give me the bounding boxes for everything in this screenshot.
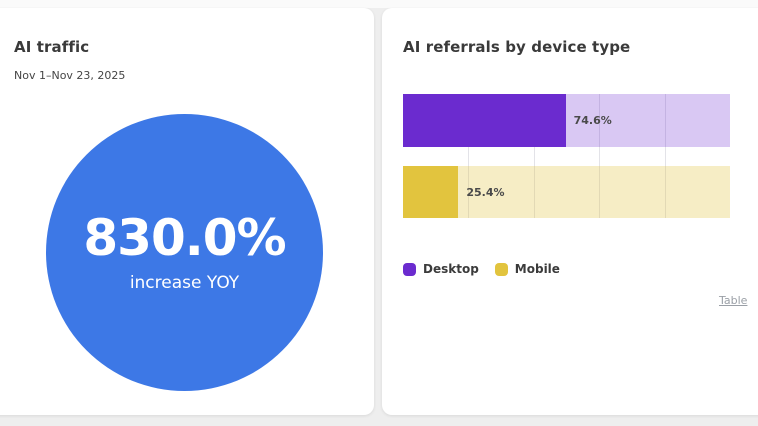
- bar-fill-mobile: [403, 166, 459, 218]
- bar-value-mobile: 25.4%: [466, 185, 505, 199]
- ai-traffic-title: AI traffic: [14, 38, 90, 56]
- kpi-circle: 830.0% increase YOY: [46, 114, 323, 391]
- bar-row-mobile: 25.4%: [403, 166, 730, 218]
- legend-label-mobile: Mobile: [514, 262, 560, 276]
- bar-chart: 74.6% 25.4%: [403, 94, 730, 218]
- chart-legend: Desktop Mobile: [403, 262, 560, 276]
- date-range: Nov 1–Nov 23, 2025: [14, 69, 126, 82]
- legend-item-desktop[interactable]: Desktop: [403, 262, 479, 276]
- table-link[interactable]: Table: [719, 294, 748, 307]
- desktop-swatch-icon: [403, 262, 416, 276]
- legend-item-mobile[interactable]: Mobile: [494, 262, 560, 276]
- bar-row-desktop: 74.6%: [403, 94, 730, 147]
- bar-value-desktop: 74.6%: [573, 114, 612, 127]
- legend-label-desktop: Desktop: [423, 262, 479, 276]
- ai-traffic-card: AI traffic Nov 1–Nov 23, 2025 830.0% inc…: [0, 8, 374, 415]
- kpi-value: 830.0%: [83, 208, 286, 267]
- bar-fill-desktop: [403, 94, 566, 147]
- page-top-strip: [0, 0, 758, 8]
- plot-gridlines: [403, 94, 730, 218]
- kpi-label: increase YOY: [129, 272, 240, 293]
- ai-referrals-title: AI referrals by device type: [403, 38, 631, 56]
- mobile-swatch-icon: [494, 262, 508, 276]
- ai-referrals-card: AI referrals by device type 74.6% 25.4% …: [382, 8, 758, 415]
